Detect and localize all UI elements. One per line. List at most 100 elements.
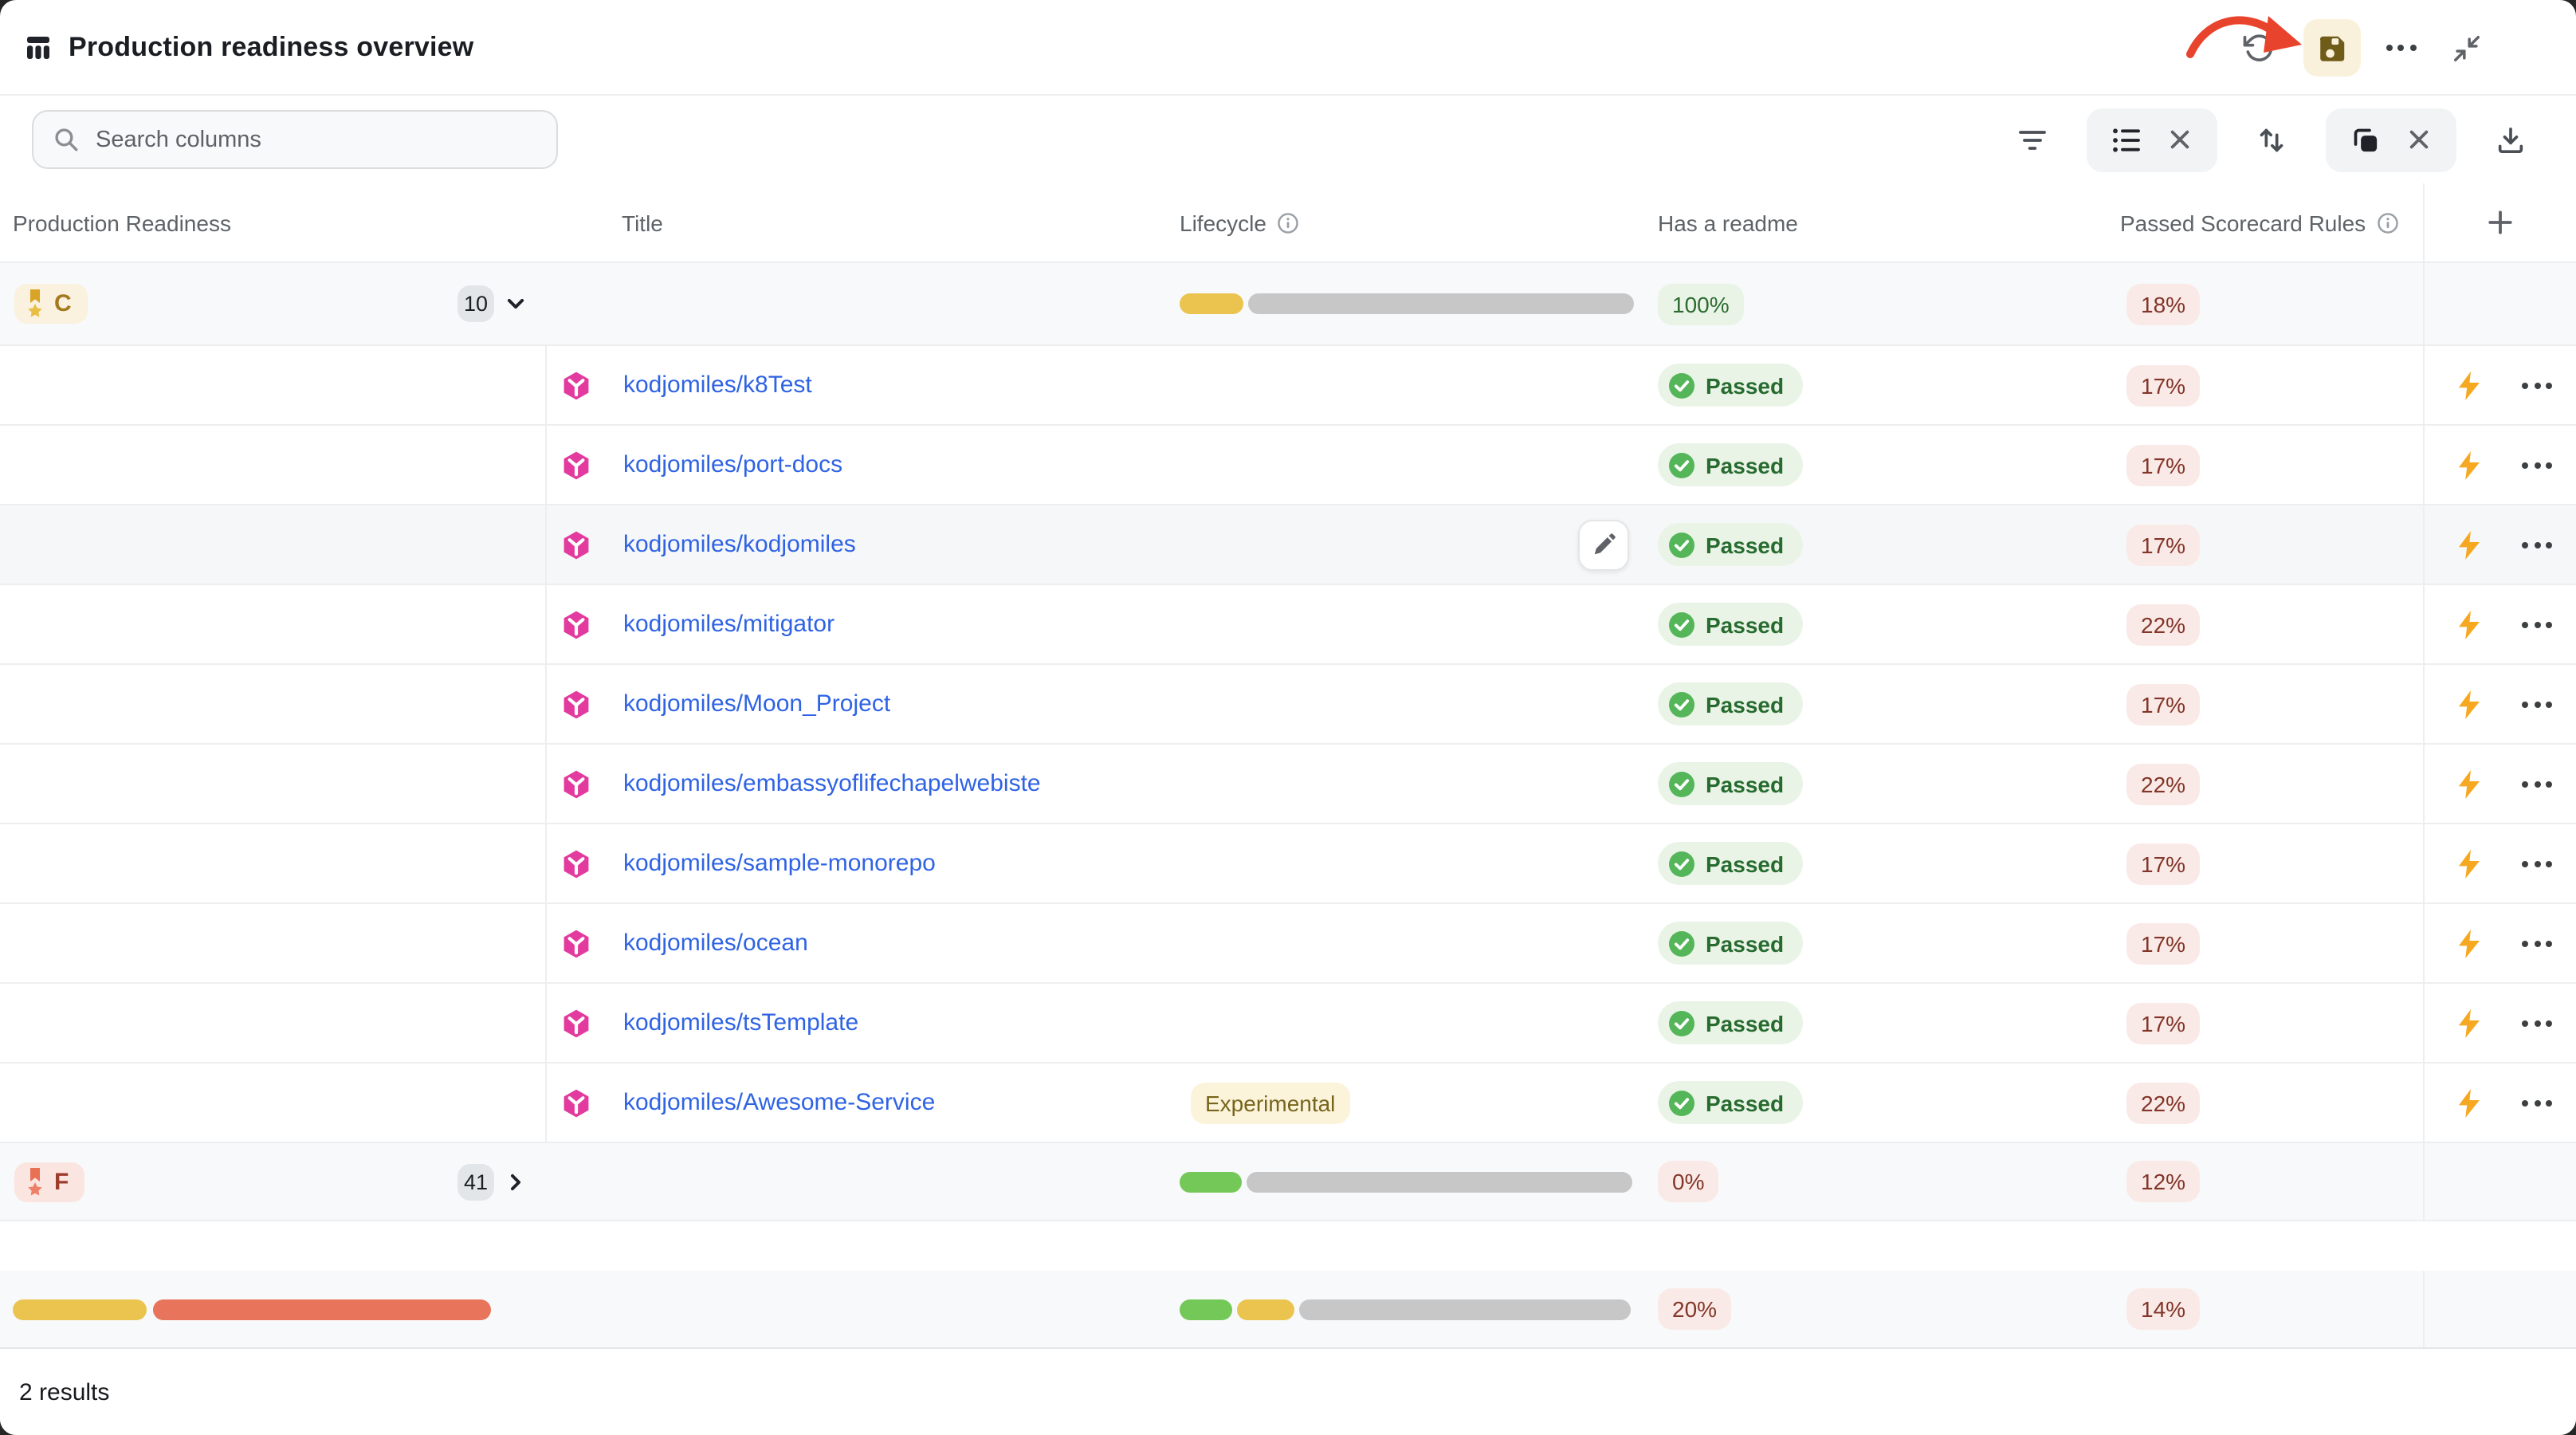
lightning-icon[interactable]: [2458, 849, 2480, 878]
passed-label: Passed: [1706, 771, 1785, 796]
entity-link[interactable]: kodjomiles/tsTemplate: [623, 1009, 859, 1036]
lightning-icon[interactable]: [2458, 371, 2480, 399]
passed-badge: Passed: [1658, 364, 1804, 407]
column-passed-scorecard-rules[interactable]: Passed Scorecard Rules: [2120, 183, 2423, 261]
scorecard-badge: 17%: [2126, 922, 2201, 964]
table-header-row: Production Readiness Title Lifecycle Has…: [0, 183, 2576, 263]
lightning-icon[interactable]: [2458, 610, 2480, 639]
check-circle-icon: [1669, 771, 1694, 796]
entity-link[interactable]: kodjomiles/embassyoflifechapelwebiste: [623, 770, 1041, 797]
passed-badge: Passed: [1658, 682, 1804, 725]
ellipsis-icon: [2382, 38, 2419, 57]
close-icon: [2409, 130, 2428, 149]
row-menu-button[interactable]: [2519, 934, 2555, 953]
check-circle-icon: [1669, 452, 1694, 478]
row-menu-button[interactable]: [2519, 854, 2555, 873]
entity-link[interactable]: kodjomiles/mitigator: [623, 611, 835, 638]
scorecard-badge: 17%: [2126, 683, 2201, 725]
check-circle-icon: [1669, 930, 1694, 956]
list-view-button[interactable]: [2109, 122, 2144, 157]
service-cube-icon: [564, 371, 589, 399]
more-options-button[interactable]: [2374, 21, 2428, 75]
check-circle-icon: [1669, 1010, 1694, 1036]
scorecard-badge: 17%: [2126, 524, 2201, 565]
grade-letter: C: [54, 290, 72, 317]
passed-label: Passed: [1706, 691, 1785, 717]
table-row: kodjomiles/ocean Passed 17%: [0, 904, 2576, 984]
undo-button[interactable]: [2232, 21, 2286, 75]
row-menu-button[interactable]: [2519, 535, 2555, 554]
widget-header: Production readiness overview: [0, 0, 2576, 96]
entity-link[interactable]: kodjomiles/k8Test: [623, 372, 812, 399]
entity-link[interactable]: kodjomiles/sample-monorepo: [623, 850, 936, 877]
save-icon: [2319, 35, 2344, 61]
column-has-a-readme[interactable]: Has a readme: [1658, 183, 2120, 261]
lightning-icon[interactable]: [2458, 1088, 2480, 1117]
add-column-button[interactable]: [2473, 195, 2527, 250]
search-columns-box[interactable]: [32, 110, 558, 169]
scorecard-badge: 17%: [2126, 843, 2201, 884]
row-menu-button[interactable]: [2519, 1013, 2555, 1032]
service-cube-icon: [564, 690, 589, 718]
grade-badge-c: C: [14, 284, 88, 324]
scorecard-badge: 12%: [2126, 1161, 2201, 1202]
entity-link[interactable]: kodjomiles/Awesome-Service: [623, 1089, 936, 1116]
entity-link[interactable]: kodjomiles/ocean: [623, 930, 808, 957]
clear-view-button[interactable]: [2163, 124, 2195, 155]
sort-button[interactable]: [2244, 112, 2299, 167]
passed-badge: Passed: [1658, 1081, 1804, 1124]
group-by-pill: [2326, 108, 2456, 171]
edit-cell-button[interactable]: [1578, 519, 1629, 570]
filter-button[interactable]: [2005, 112, 2060, 167]
lightning-icon[interactable]: [2458, 769, 2480, 798]
passed-label: Passed: [1706, 611, 1785, 637]
column-production-readiness[interactable]: Production Readiness: [0, 183, 545, 261]
clear-group-button[interactable]: [2402, 124, 2434, 155]
entity-link[interactable]: kodjomiles/Moon_Project: [623, 690, 891, 718]
chevron-right-icon[interactable]: [505, 1171, 526, 1192]
table-row: kodjomiles/tsTemplate Passed 17%: [0, 984, 2576, 1063]
row-menu-button[interactable]: [2519, 615, 2555, 634]
search-input[interactable]: [96, 127, 494, 152]
download-button[interactable]: [2484, 112, 2538, 167]
lightning-icon[interactable]: [2458, 690, 2480, 718]
collapse-widget-button[interactable]: [2439, 21, 2493, 75]
entity-link[interactable]: kodjomiles/kodjomiles: [623, 531, 856, 558]
passed-badge: Passed: [1658, 1001, 1804, 1044]
lightning-icon[interactable]: [2458, 929, 2480, 957]
row-menu-button[interactable]: [2519, 694, 2555, 714]
check-circle-icon: [1669, 691, 1694, 717]
table-row: kodjomiles/Awesome-Service Experimental …: [0, 1063, 2576, 1143]
column-label: Passed Scorecard Rules: [2120, 210, 2366, 235]
save-button[interactable]: [2303, 19, 2361, 77]
row-menu-button[interactable]: [2519, 375, 2555, 395]
column-lifecycle[interactable]: Lifecycle: [1180, 183, 1658, 261]
summary-row: 20% 14%: [0, 1271, 2576, 1349]
lightning-icon[interactable]: [2458, 530, 2480, 559]
entity-link[interactable]: kodjomiles/port-docs: [623, 451, 843, 478]
scorecard-badge: 22%: [2126, 1082, 2201, 1123]
scorecard-badge: 22%: [2126, 763, 2201, 804]
lightning-icon[interactable]: [2458, 1008, 2480, 1037]
filter-icon: [2019, 130, 2046, 149]
row-menu-button[interactable]: [2519, 1093, 2555, 1112]
info-icon[interactable]: [1278, 211, 1300, 234]
info-icon[interactable]: [2377, 211, 2399, 234]
check-circle-icon: [1669, 851, 1694, 876]
check-circle-icon: [1669, 532, 1694, 557]
group-row-f[interactable]: F 41 0% 12%: [0, 1143, 2576, 1221]
group-row-c[interactable]: C 10 100% 18%: [0, 263, 2576, 346]
close-icon: [2170, 130, 2189, 149]
lightning-icon[interactable]: [2458, 450, 2480, 479]
chevron-down-icon[interactable]: [505, 293, 526, 314]
lifecycle-bar: [1180, 1299, 1631, 1319]
service-cube-icon: [564, 769, 589, 798]
group-count: 10: [457, 285, 494, 322]
group-by-button[interactable]: [2348, 122, 2383, 157]
plus-icon: [2488, 210, 2512, 234]
row-menu-button[interactable]: [2519, 455, 2555, 474]
row-menu-button[interactable]: [2519, 774, 2555, 793]
column-title[interactable]: Title: [545, 183, 1180, 261]
column-label: Has a readme: [1658, 210, 1798, 235]
